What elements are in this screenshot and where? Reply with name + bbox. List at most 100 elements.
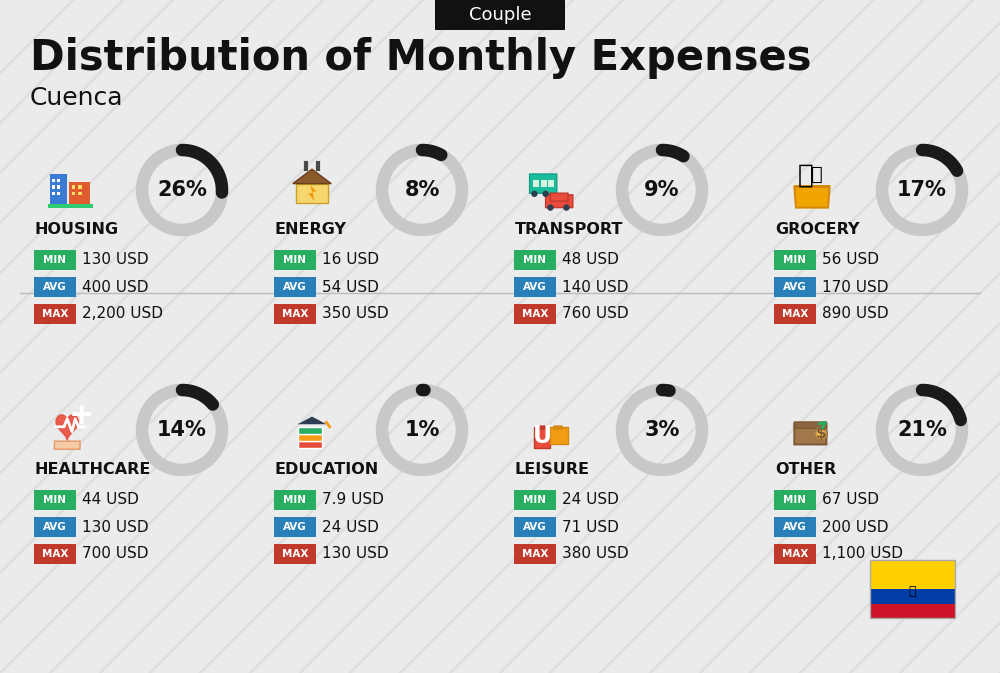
Text: 🥬: 🥬 bbox=[798, 163, 814, 188]
Text: Couple: Couple bbox=[469, 6, 531, 24]
FancyBboxPatch shape bbox=[514, 304, 556, 324]
FancyBboxPatch shape bbox=[52, 179, 55, 182]
Text: LEISURE: LEISURE bbox=[515, 462, 590, 478]
FancyBboxPatch shape bbox=[34, 304, 76, 324]
Text: MAX: MAX bbox=[282, 549, 308, 559]
Polygon shape bbox=[308, 185, 317, 201]
Text: MAX: MAX bbox=[42, 309, 68, 319]
Text: 7.9 USD: 7.9 USD bbox=[322, 493, 384, 507]
FancyBboxPatch shape bbox=[774, 517, 816, 537]
Circle shape bbox=[563, 205, 570, 211]
Text: U: U bbox=[533, 425, 552, 448]
FancyBboxPatch shape bbox=[48, 204, 93, 207]
Text: GROCERY: GROCERY bbox=[775, 223, 860, 238]
FancyBboxPatch shape bbox=[54, 441, 80, 449]
Polygon shape bbox=[293, 169, 331, 184]
Text: 140 USD: 140 USD bbox=[562, 279, 629, 295]
Text: Cuenca: Cuenca bbox=[30, 86, 124, 110]
FancyBboxPatch shape bbox=[794, 184, 830, 188]
FancyBboxPatch shape bbox=[34, 544, 76, 564]
FancyBboxPatch shape bbox=[870, 604, 954, 618]
FancyBboxPatch shape bbox=[794, 422, 826, 429]
Text: 17%: 17% bbox=[897, 180, 947, 200]
Text: 54 USD: 54 USD bbox=[322, 279, 379, 295]
Text: MAX: MAX bbox=[522, 549, 548, 559]
FancyBboxPatch shape bbox=[274, 490, 316, 510]
Text: MIN: MIN bbox=[44, 495, 66, 505]
Polygon shape bbox=[794, 187, 830, 207]
Text: MAX: MAX bbox=[782, 549, 808, 559]
FancyBboxPatch shape bbox=[774, 304, 816, 324]
Text: MAX: MAX bbox=[42, 549, 68, 559]
Text: MIN: MIN bbox=[784, 495, 806, 505]
FancyBboxPatch shape bbox=[274, 517, 316, 537]
Text: Distribution of Monthly Expenses: Distribution of Monthly Expenses bbox=[30, 37, 812, 79]
Text: AVG: AVG bbox=[43, 282, 67, 292]
FancyBboxPatch shape bbox=[72, 192, 75, 195]
Text: 130 USD: 130 USD bbox=[82, 252, 149, 267]
FancyBboxPatch shape bbox=[530, 174, 557, 193]
Text: 16 USD: 16 USD bbox=[322, 252, 379, 267]
Polygon shape bbox=[296, 184, 328, 203]
Text: AVG: AVG bbox=[783, 282, 807, 292]
Text: MIN: MIN bbox=[524, 255, 546, 265]
Text: $: $ bbox=[816, 426, 826, 441]
FancyBboxPatch shape bbox=[774, 277, 816, 297]
Text: 48 USD: 48 USD bbox=[562, 252, 619, 267]
Text: 130 USD: 130 USD bbox=[82, 520, 149, 534]
Text: 🦅: 🦅 bbox=[908, 586, 916, 598]
Text: HOUSING: HOUSING bbox=[35, 223, 119, 238]
Text: 380 USD: 380 USD bbox=[562, 546, 629, 561]
Text: AVG: AVG bbox=[523, 282, 547, 292]
FancyBboxPatch shape bbox=[550, 427, 568, 444]
Circle shape bbox=[816, 429, 825, 438]
FancyBboxPatch shape bbox=[533, 180, 539, 187]
FancyBboxPatch shape bbox=[57, 179, 60, 182]
FancyBboxPatch shape bbox=[274, 304, 316, 324]
Text: 760 USD: 760 USD bbox=[562, 306, 629, 322]
Text: 44 USD: 44 USD bbox=[82, 493, 139, 507]
Text: AVG: AVG bbox=[283, 282, 307, 292]
Text: 3%: 3% bbox=[644, 420, 680, 440]
Text: EDUCATION: EDUCATION bbox=[275, 462, 379, 478]
Text: 700 USD: 700 USD bbox=[82, 546, 148, 561]
FancyBboxPatch shape bbox=[514, 517, 556, 537]
Text: 9%: 9% bbox=[644, 180, 680, 200]
Polygon shape bbox=[298, 417, 326, 424]
FancyBboxPatch shape bbox=[298, 441, 322, 448]
FancyBboxPatch shape bbox=[514, 250, 556, 270]
FancyBboxPatch shape bbox=[774, 250, 816, 270]
Text: 67 USD: 67 USD bbox=[822, 493, 879, 507]
Text: 400 USD: 400 USD bbox=[82, 279, 148, 295]
FancyBboxPatch shape bbox=[52, 185, 55, 188]
FancyBboxPatch shape bbox=[52, 192, 55, 195]
FancyBboxPatch shape bbox=[514, 490, 556, 510]
Text: AVG: AVG bbox=[283, 522, 307, 532]
FancyBboxPatch shape bbox=[435, 0, 565, 30]
Text: TRANSPORT: TRANSPORT bbox=[515, 223, 623, 238]
FancyBboxPatch shape bbox=[78, 185, 82, 188]
FancyBboxPatch shape bbox=[34, 517, 76, 537]
FancyBboxPatch shape bbox=[774, 544, 816, 564]
FancyBboxPatch shape bbox=[298, 434, 322, 441]
FancyBboxPatch shape bbox=[274, 250, 316, 270]
FancyBboxPatch shape bbox=[34, 250, 76, 270]
FancyBboxPatch shape bbox=[541, 180, 547, 187]
FancyBboxPatch shape bbox=[274, 277, 316, 297]
FancyBboxPatch shape bbox=[306, 421, 318, 424]
FancyBboxPatch shape bbox=[57, 185, 60, 188]
Text: ENERGY: ENERGY bbox=[275, 223, 347, 238]
Text: 26%: 26% bbox=[157, 180, 207, 200]
FancyBboxPatch shape bbox=[514, 544, 556, 564]
FancyBboxPatch shape bbox=[72, 185, 75, 188]
Text: MIN: MIN bbox=[784, 255, 806, 265]
Text: MAX: MAX bbox=[782, 309, 808, 319]
FancyBboxPatch shape bbox=[50, 174, 67, 206]
Text: MIN: MIN bbox=[44, 255, 66, 265]
FancyBboxPatch shape bbox=[548, 180, 554, 187]
Text: 1,100 USD: 1,100 USD bbox=[822, 546, 903, 561]
Text: 350 USD: 350 USD bbox=[322, 306, 389, 322]
Text: AVG: AVG bbox=[783, 522, 807, 532]
FancyBboxPatch shape bbox=[794, 423, 826, 444]
Circle shape bbox=[531, 190, 538, 197]
